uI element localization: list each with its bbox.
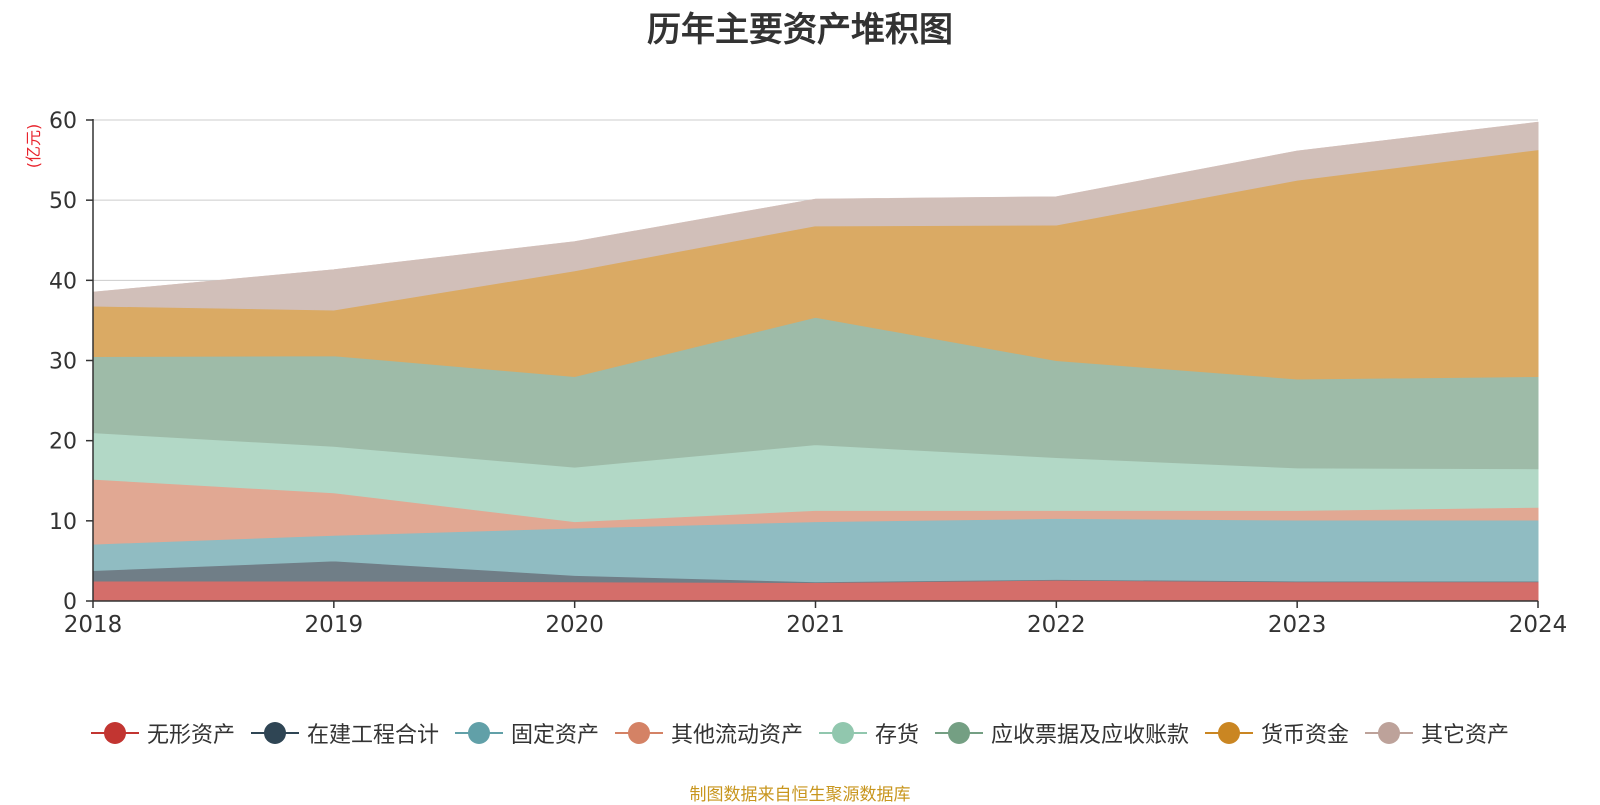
legend-label: 其他流动资产 xyxy=(670,723,803,748)
legend-item-8[interactable]: 其它资产 xyxy=(1365,717,1509,749)
y-tick-label: 20 xyxy=(49,430,77,455)
y-tick-label: 10 xyxy=(49,510,77,535)
legend-marker-icon xyxy=(935,721,984,745)
x-tick-label: 2022 xyxy=(1027,612,1086,638)
y-tick-label: 50 xyxy=(49,189,77,214)
legend-label: 应收票据及应收账款 xyxy=(991,723,1190,748)
axes: 0 10 20 30 40 50 60 2018 2019 2020 2021 2022 2023 202… xyxy=(49,109,1567,638)
stacked-area-chart: 0 10 20 30 40 50 60 2018 2019 2020 2021 2022 2023 202… xyxy=(49,109,1567,638)
legend-item-7[interactable]: 货币资金 xyxy=(1205,717,1349,749)
legend-label: 无形资产 xyxy=(146,723,235,748)
legend-item-3[interactable]: 固定资产 xyxy=(454,717,599,749)
legend-marker-icon xyxy=(614,721,663,745)
legend-item-1[interactable]: 无形资产 xyxy=(90,717,235,749)
source-note: 制图数据来自恒生聚源数据库 xyxy=(689,785,911,805)
x-tick-label: 2019 xyxy=(305,612,364,638)
area-series-8-line xyxy=(92,121,1539,293)
legend-label: 存货 xyxy=(875,723,920,748)
x-tick-label: 2018 xyxy=(64,612,123,638)
legend: 无形资产 在建工程合计 固定资产 其他流动资产 存货 应收票据及应收账款 货币资金 其它资产 xyxy=(0,716,1600,750)
legend-label: 在建工程合计 xyxy=(306,723,439,748)
legend-item-5[interactable]: 存货 xyxy=(819,717,919,749)
x-tick-label: 2023 xyxy=(1268,612,1327,638)
y-tick-label: 30 xyxy=(49,350,77,375)
area-series-1[interactable] xyxy=(92,579,1539,602)
legend-marker-icon xyxy=(819,721,867,745)
legend-marker-icon xyxy=(1365,721,1414,745)
legend-item-6[interactable]: 应收票据及应收账款 xyxy=(935,717,1189,749)
legend-marker-icon xyxy=(454,721,503,745)
y-tick-label: 0 xyxy=(63,590,77,615)
legend-item-2[interactable]: 在建工程合计 xyxy=(250,717,439,749)
legend-marker-icon xyxy=(250,721,299,745)
legend-label: 货币资金 xyxy=(1261,723,1350,748)
legend-marker-icon xyxy=(90,721,139,745)
x-tick-label: 2021 xyxy=(786,612,845,638)
legend-label: 固定资产 xyxy=(510,723,599,748)
x-tick-label: 2020 xyxy=(545,612,604,638)
legend-item-4[interactable]: 其他流动资产 xyxy=(614,717,803,749)
area-series-group xyxy=(92,121,1539,602)
legend-label: 其它资产 xyxy=(1421,723,1510,748)
chart-title: 历年主要资产堆积图 xyxy=(647,10,953,50)
y-tick-label: 60 xyxy=(49,109,77,134)
y-tick-label: 40 xyxy=(49,269,77,294)
x-tick-label: 2024 xyxy=(1509,612,1568,638)
legend-marker-icon xyxy=(1205,721,1254,745)
